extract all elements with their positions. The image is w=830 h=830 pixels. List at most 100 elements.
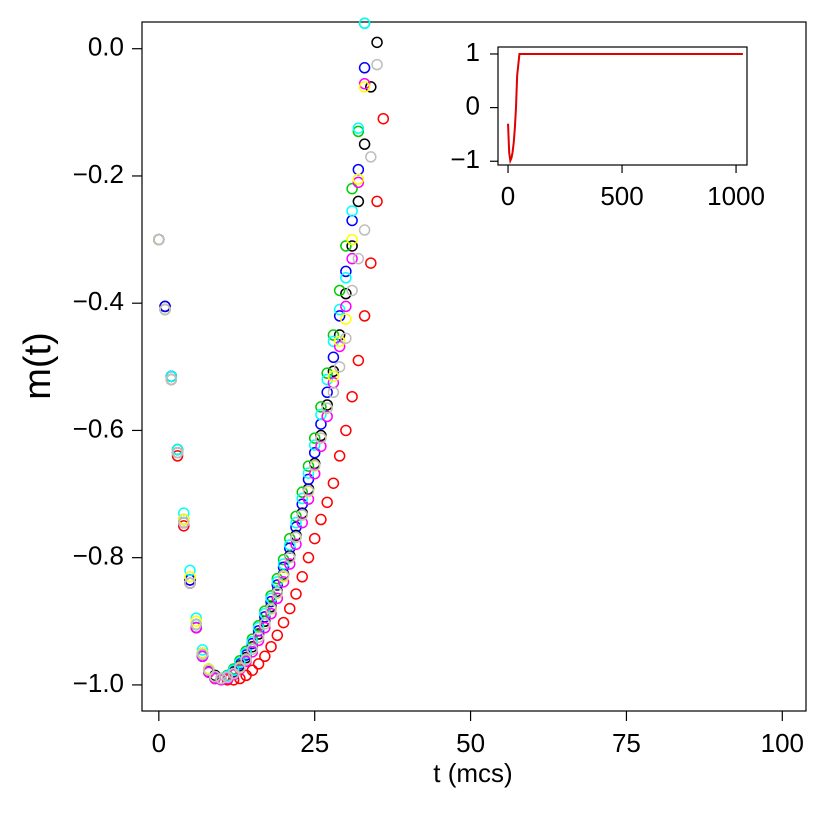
point [333, 340, 346, 353]
point [333, 361, 346, 373]
point [196, 648, 209, 661]
point [171, 446, 184, 459]
point [315, 432, 327, 444]
point [327, 351, 340, 364]
point [284, 558, 296, 570]
point [321, 373, 333, 386]
point [377, 112, 390, 125]
point [340, 313, 352, 325]
point [196, 644, 209, 656]
point [252, 658, 265, 670]
point [315, 408, 327, 421]
point [284, 551, 296, 564]
x-tick-label: 0 [501, 181, 515, 211]
point [333, 310, 346, 322]
point [159, 303, 171, 316]
x-tick-label: 1000 [707, 181, 765, 211]
x-tick-label: 50 [456, 728, 485, 758]
point [302, 460, 315, 472]
point [346, 233, 358, 246]
y-axis-label: m(t) [17, 332, 59, 400]
point [352, 125, 365, 138]
point [246, 664, 259, 677]
point [153, 233, 165, 246]
point [184, 571, 196, 583]
point [321, 367, 333, 379]
point [277, 558, 290, 570]
point [184, 577, 196, 589]
point [358, 77, 371, 90]
point [321, 410, 333, 423]
x-tick-label: 100 [761, 728, 804, 758]
point [346, 182, 358, 195]
point [215, 672, 227, 685]
point [284, 539, 296, 551]
y-tick-label: −1 [450, 144, 480, 174]
y-tick-label: −0.6 [73, 413, 124, 443]
point [271, 579, 284, 591]
point [358, 62, 371, 74]
point [165, 373, 178, 386]
point [308, 459, 321, 472]
point [346, 284, 358, 297]
point [296, 516, 308, 529]
y-tick-label: 0 [466, 90, 480, 120]
point [178, 513, 190, 526]
point [346, 390, 358, 403]
point [352, 176, 365, 189]
point [315, 401, 327, 413]
point [296, 509, 308, 521]
point [271, 586, 284, 599]
point [227, 667, 240, 680]
point [302, 467, 315, 479]
point [259, 650, 271, 663]
point [296, 571, 308, 583]
plot-box [497, 46, 748, 166]
point [165, 370, 178, 383]
point [308, 532, 321, 545]
point [302, 485, 315, 497]
point [333, 335, 346, 348]
point [340, 300, 352, 313]
point [340, 424, 352, 437]
point [190, 615, 202, 628]
point [290, 531, 302, 544]
point [290, 588, 302, 600]
point [259, 611, 271, 623]
point [296, 486, 308, 498]
point [340, 272, 352, 284]
point [209, 670, 221, 683]
point [178, 520, 190, 532]
point [327, 477, 340, 489]
point [327, 329, 340, 341]
point [265, 602, 277, 615]
point [340, 332, 352, 344]
point [340, 265, 352, 278]
x-tick-label: 75 [612, 728, 641, 758]
y-tick-label: −0.8 [73, 541, 124, 571]
point [308, 432, 321, 444]
point [365, 151, 377, 163]
point [178, 516, 190, 529]
point [271, 592, 284, 605]
point [221, 671, 234, 684]
point [227, 664, 240, 677]
point [358, 224, 371, 236]
point [277, 569, 290, 582]
point [202, 664, 215, 677]
point [371, 195, 383, 208]
point [171, 450, 184, 462]
point [346, 205, 358, 217]
y-tick-label: −1.0 [73, 668, 124, 698]
point [321, 399, 333, 411]
point [246, 643, 259, 656]
point [371, 36, 383, 49]
point [333, 303, 346, 316]
point [352, 252, 365, 265]
point [184, 564, 196, 577]
point [252, 634, 265, 647]
point [296, 492, 308, 505]
point [315, 513, 327, 526]
point [365, 81, 377, 93]
point [159, 300, 171, 313]
